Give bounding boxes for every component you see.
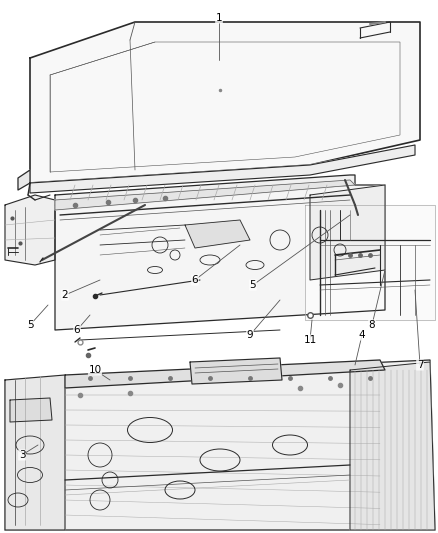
Polygon shape [350,362,435,530]
Text: 8: 8 [369,320,375,330]
Polygon shape [185,220,250,248]
Polygon shape [5,195,55,265]
Polygon shape [5,375,65,530]
Polygon shape [10,398,52,422]
Polygon shape [30,22,420,183]
Polygon shape [65,360,385,388]
Text: 10: 10 [88,365,102,375]
Polygon shape [30,145,415,193]
Polygon shape [305,205,435,320]
Text: 6: 6 [74,325,80,335]
Text: 2: 2 [62,290,68,300]
Polygon shape [55,175,355,205]
Text: 5: 5 [250,280,256,290]
Text: 6: 6 [192,275,198,285]
Text: 1: 1 [215,13,223,23]
Polygon shape [18,170,30,190]
Text: 4: 4 [359,330,365,340]
Text: 7: 7 [417,360,423,370]
Polygon shape [55,180,355,210]
Polygon shape [55,185,385,330]
Text: 3: 3 [19,450,25,460]
Text: 9: 9 [247,330,253,340]
Polygon shape [190,358,282,384]
Polygon shape [310,185,385,280]
Text: 5: 5 [27,320,33,330]
Text: 11: 11 [304,335,317,345]
Polygon shape [5,360,435,530]
